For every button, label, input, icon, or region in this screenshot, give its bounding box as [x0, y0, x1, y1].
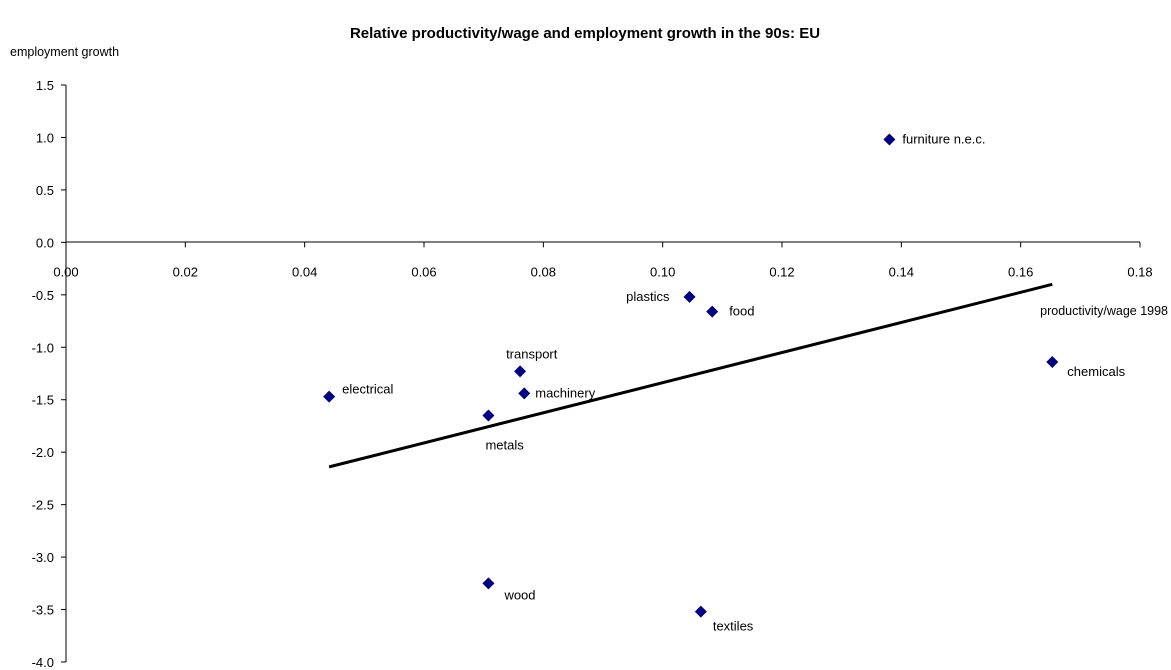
data-point-marker [883, 133, 896, 146]
trendline [328, 282, 1053, 469]
y-tick-label: -4.0 [32, 655, 54, 670]
x-tick-label: 0.00 [53, 264, 78, 279]
y-tick-label: 0.0 [36, 235, 54, 250]
x-axis-label: productivity/wage 1998 [1040, 304, 1168, 318]
data-point-label: transport [506, 346, 558, 361]
x-tick-label: 0.10 [650, 264, 675, 279]
data-point-label: metals [485, 437, 524, 452]
data-point-label: wood [503, 587, 535, 602]
y-tick-label: -0.5 [32, 288, 54, 303]
data-point-label: plastics [626, 289, 670, 304]
data-point-marker [518, 387, 531, 400]
data-point-label: chemicals [1067, 364, 1125, 379]
x-tick-label: 0.08 [531, 264, 556, 279]
data-point-marker [482, 577, 495, 590]
data-point-marker [482, 409, 495, 422]
y-tick-label: 1.0 [36, 130, 54, 145]
chart-title: Relative productivity/wage and employmen… [350, 25, 820, 42]
data-point-label: furniture n.e.c. [902, 132, 985, 147]
data-point-label: machinery [535, 385, 595, 400]
x-tick-label: 0.16 [1008, 264, 1033, 279]
data-point-marker [683, 290, 696, 303]
y-tick-label: -3.5 [32, 603, 54, 618]
x-tick-label: 0.06 [411, 264, 436, 279]
y-tick-label: -1.5 [32, 393, 54, 408]
y-tick-label: -1.0 [32, 340, 54, 355]
y-ticks: 1.5 1.0 0.5 0.0 -0.5 -1.0 -1.5 -2.0 -2.5 -3.0 -3.5… [32, 78, 66, 670]
y-tick-label: -2.5 [32, 498, 54, 513]
x-tick-label: 0.18 [1127, 264, 1152, 279]
x-tick-label: 0.02 [173, 264, 198, 279]
trendline-group [328, 282, 1053, 469]
data-point-marker [323, 390, 336, 403]
data-point-marker [694, 605, 707, 618]
points-group: furniture n.e.c. plastics food chemicals tra… [323, 132, 1126, 634]
data-point-label: food [729, 304, 754, 319]
data-point-label: textiles [713, 619, 754, 634]
x-tick-label: 0.12 [769, 264, 794, 279]
y-tick-label: -3.0 [32, 550, 54, 565]
x-ticks: 0.00 0.02 0.04 0.06 0.08 0.10 0.12 0.14 0.16 0.18 [53, 242, 1153, 279]
y-tick-label: 1.5 [36, 78, 54, 93]
data-point-marker [514, 365, 527, 378]
x-tick-label: 0.04 [292, 264, 317, 279]
data-point-marker [1046, 355, 1059, 368]
y-axis-label: employment growth [10, 45, 119, 59]
data-point-marker [706, 305, 719, 318]
x-tick-label: 0.14 [889, 264, 914, 279]
y-tick-label: 0.5 [36, 183, 54, 198]
data-point-label: electrical [342, 382, 393, 397]
y-tick-label: -2.0 [32, 445, 54, 460]
